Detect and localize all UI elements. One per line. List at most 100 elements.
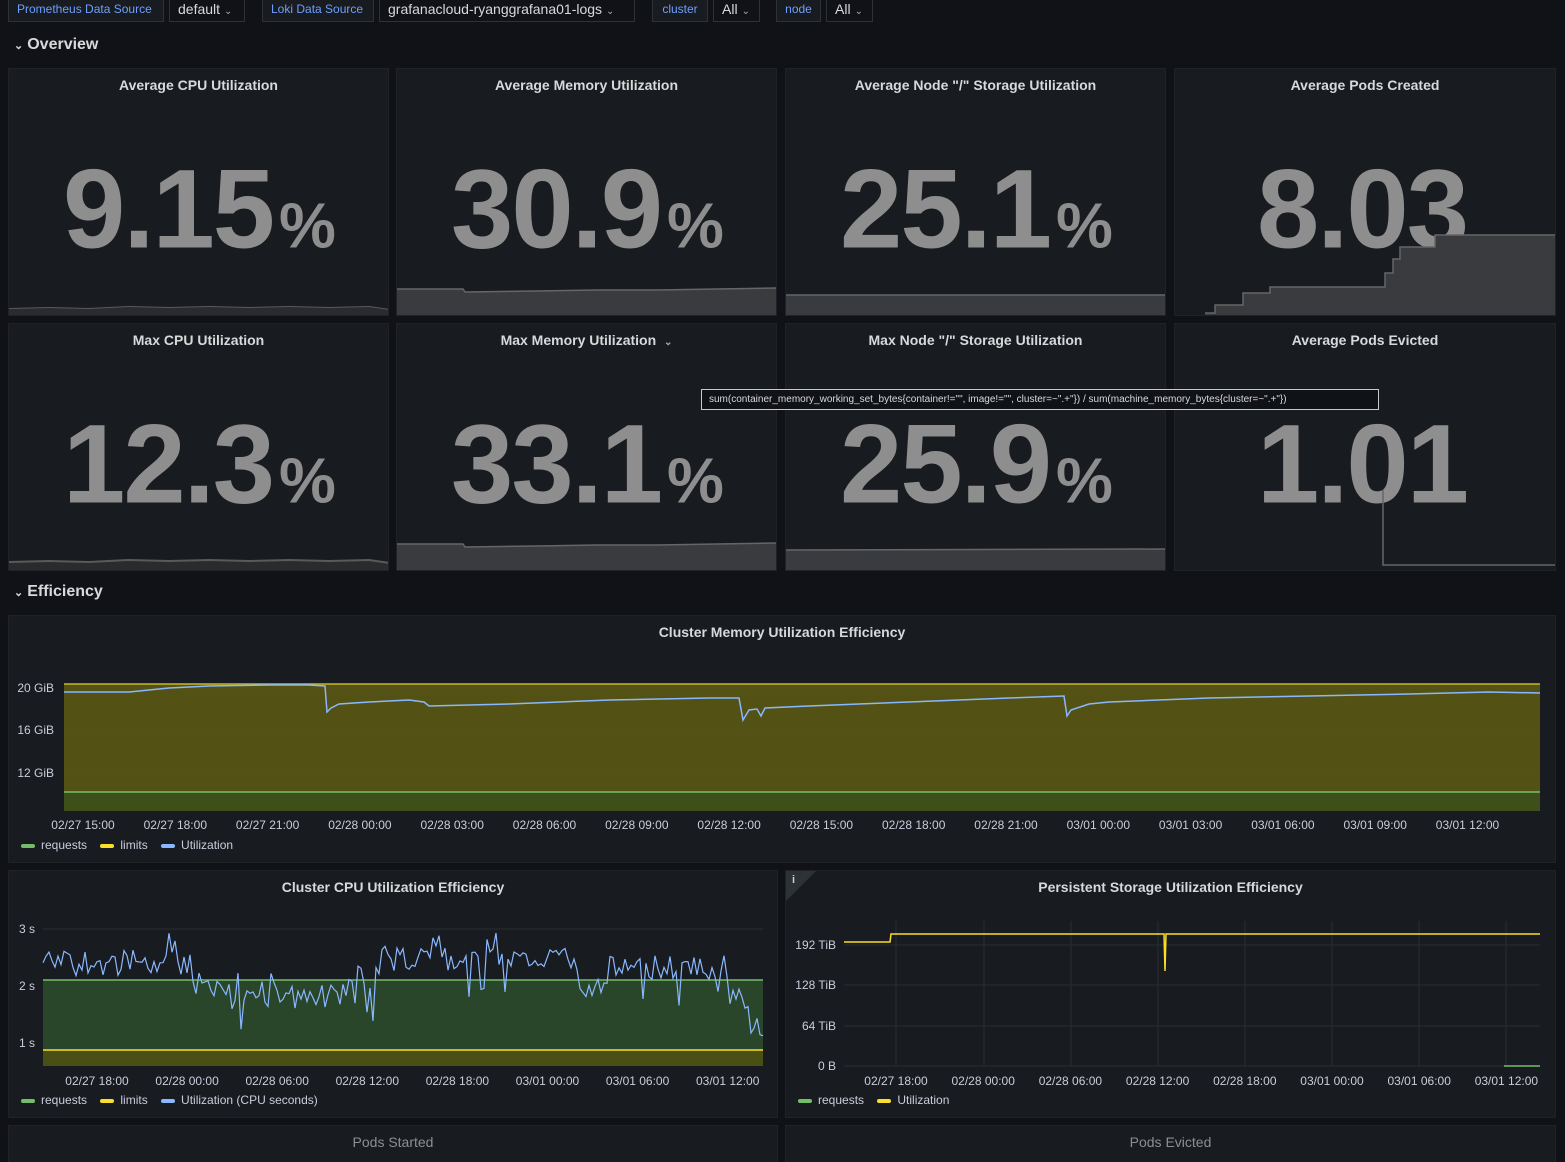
panel-title: Pods Started xyxy=(352,1134,434,1150)
x-tick-label: 03/01 12:00 xyxy=(1436,818,1500,832)
y-tick-label: 2 s xyxy=(19,979,35,993)
cpu-utilization-line xyxy=(42,932,764,1037)
stat-value: 33.1% xyxy=(451,401,724,527)
x-tick-label: 03/01 12:00 xyxy=(696,1074,760,1088)
sparkline xyxy=(786,548,1165,570)
memory-x-ticks: 02/27 15:00 02/27 18:00 02/27 21:00 02/28 0… xyxy=(51,818,1499,832)
memory-chart: 20 GiB 16 GiB 12 GiB 02/27 15:00 02/27 18:0… xyxy=(17,681,1541,832)
chevron-down-icon: ⌄ xyxy=(14,587,24,599)
utilization-line xyxy=(64,684,1541,723)
storage-y-ticks: 192 TiB 128 TiB 64 TiB 0 B xyxy=(795,938,836,1073)
y-tick-label: 192 TiB xyxy=(795,938,836,952)
x-tick-label: 02/28 21:00 xyxy=(974,818,1038,832)
panel-title-text: Max Memory Utilization xyxy=(500,332,657,348)
cluster-variable-value: All xyxy=(722,1,738,17)
cpu-legend: requests limits Utilization (CPU seconds… xyxy=(21,1093,328,1107)
sparkline xyxy=(786,294,1165,315)
y-tick-label: 3 s xyxy=(19,922,35,936)
panel-title: Persistent Storage Utilization Efficienc… xyxy=(1038,879,1303,895)
stat-value: 25.1% xyxy=(840,146,1113,272)
panel-title: Cluster Memory Utilization Efficiency xyxy=(658,624,906,640)
panel-title: Max CPU Utilization xyxy=(132,332,265,348)
x-tick-label: 02/28 00:00 xyxy=(155,1074,219,1088)
stat-value: 25.9% xyxy=(840,401,1113,527)
panel-title[interactable]: Max Memory Utilization ⌄ xyxy=(397,332,776,348)
x-tick-label: 02/28 03:00 xyxy=(420,818,484,832)
x-tick-label: 02/28 00:00 xyxy=(951,1074,1015,1088)
storage-legend: requests Utilization xyxy=(798,1093,959,1107)
legend-item-requests[interactable]: requests xyxy=(798,1093,864,1107)
sparkline xyxy=(1205,234,1555,315)
y-tick-label: 16 GiB xyxy=(17,723,54,737)
query-tooltip: sum(container_memory_working_set_bytes{c… xyxy=(701,389,1379,410)
y-tick-label: 64 TiB xyxy=(802,1019,836,1033)
x-tick-label: 03/01 00:00 xyxy=(1067,818,1131,832)
stat-value: 9.15% xyxy=(63,146,336,272)
prometheus-datasource-select[interactable]: default ⌄ xyxy=(169,0,245,22)
legend-item-limits[interactable]: limits xyxy=(100,838,148,852)
x-tick-label: 02/28 18:00 xyxy=(426,1074,490,1088)
x-tick-label: 02/28 06:00 xyxy=(1039,1074,1103,1088)
legend-item-utilization[interactable]: Utilization xyxy=(161,838,233,852)
prometheus-datasource-value: default xyxy=(178,1,221,17)
stat-panel-avg-pods-created[interactable]: Average Pods Created 8.03 xyxy=(1174,68,1556,316)
x-tick-label: 03/01 00:00 xyxy=(516,1074,580,1088)
panel-cluster-cpu-efficiency[interactable]: Cluster CPU Utilization Efficiency 3 s 2 … xyxy=(8,870,778,1118)
row-efficiency-title: Efficiency xyxy=(27,583,103,600)
stat-panel-max-memory[interactable]: Max Memory Utilization ⌄ 33.1% xyxy=(396,323,777,571)
legend-item-utilization[interactable]: Utilization (CPU seconds) xyxy=(161,1093,318,1107)
loki-datasource-value: grafanacloud-ryanggrafana01-logs xyxy=(388,1,603,17)
storage-chart: 192 TiB 128 TiB 64 TiB 0 B 02/27 18:00 02/28… xyxy=(795,921,1540,1088)
chevron-down-icon: ⌄ xyxy=(854,6,863,17)
panel-title: Average Pods Created xyxy=(1290,77,1440,93)
node-variable-select[interactable]: All ⌄ xyxy=(826,0,873,22)
loki-datasource-select[interactable]: grafanacloud-ryanggrafana01-logs ⌄ xyxy=(379,0,635,22)
x-tick-label: 02/28 12:00 xyxy=(1126,1074,1190,1088)
stat-panel-avg-storage[interactable]: Average Node "/" Storage Utilization 25.… xyxy=(785,68,1166,316)
x-tick-label: 03/01 06:00 xyxy=(1251,818,1315,832)
sparkline xyxy=(9,558,388,570)
cluster-variable-select[interactable]: All ⌄ xyxy=(713,0,760,22)
panel-info-corner[interactable] xyxy=(786,871,816,901)
stat-panel-avg-pods-evicted[interactable]: Average Pods Evicted 1.01 xyxy=(1174,323,1556,571)
legend-item-utilization[interactable]: Utilization xyxy=(877,1093,949,1107)
panel-title: Cluster CPU Utilization Efficiency xyxy=(281,879,505,895)
row-overview-toggle[interactable]: ⌄ Overview xyxy=(14,36,98,54)
y-tick-label: 12 GiB xyxy=(17,766,54,780)
x-tick-label: 02/28 18:00 xyxy=(1213,1074,1277,1088)
legend-item-limits[interactable]: limits xyxy=(100,1093,148,1107)
panel-persistent-storage-efficiency[interactable]: i Persistent Storage Utilization Efficie… xyxy=(785,870,1556,1118)
cpu-chart: 3 s 2 s 1 s 02/27 18:00 02/28 00:00 02/28 06… xyxy=(19,922,764,1088)
x-tick-label: 03/01 09:00 xyxy=(1343,818,1407,832)
stat-panel-max-cpu[interactable]: Max CPU Utilization 12.3% xyxy=(8,323,389,571)
info-icon[interactable]: i xyxy=(792,874,796,886)
chevron-down-icon: ⌄ xyxy=(224,6,233,17)
stat-panel-max-storage[interactable]: Max Node "/" Storage Utilization 25.9% xyxy=(785,323,1166,571)
node-variable-value: All xyxy=(835,1,851,17)
x-tick-label: 03/01 00:00 xyxy=(1300,1074,1364,1088)
chevron-down-icon: ⌄ xyxy=(14,40,24,52)
panel-pods-started[interactable]: Pods Started xyxy=(8,1125,778,1162)
x-tick-label: 02/27 18:00 xyxy=(144,818,208,832)
memory-y-ticks: 20 GiB 16 GiB 12 GiB xyxy=(17,681,54,780)
legend-item-requests[interactable]: requests xyxy=(21,1093,87,1107)
row-efficiency-toggle[interactable]: ⌄ Efficiency xyxy=(14,583,103,601)
panel-cluster-memory-efficiency[interactable]: Cluster Memory Utilization Efficiency 20… xyxy=(8,615,1556,863)
requests-area xyxy=(64,792,1540,811)
y-tick-label: 20 GiB xyxy=(17,681,54,695)
sparkline xyxy=(1382,490,1555,566)
panel-pods-evicted[interactable]: Pods Evicted xyxy=(785,1125,1556,1162)
panel-title: Average Pods Evicted xyxy=(1291,332,1439,348)
loki-datasource-label: Loki Data Source xyxy=(262,0,374,22)
stat-panel-avg-cpu[interactable]: Average CPU Utilization 9.15% xyxy=(8,68,389,316)
legend-item-requests[interactable]: requests xyxy=(21,838,87,852)
storage-utilization-line xyxy=(844,933,1540,972)
chevron-down-icon: ⌄ xyxy=(664,337,673,348)
x-tick-label: 02/27 18:00 xyxy=(864,1074,928,1088)
x-tick-label: 02/28 09:00 xyxy=(605,818,669,832)
chevron-down-icon: ⌄ xyxy=(741,6,750,17)
y-tick-label: 128 TiB xyxy=(795,978,836,992)
stat-panel-avg-memory[interactable]: Average Memory Utilization 30.9% xyxy=(396,68,777,316)
panel-title: Average Memory Utilization xyxy=(494,77,679,93)
cpu-x-ticks: 02/27 18:00 02/28 00:00 02/28 06:00 02/28 1… xyxy=(65,1074,759,1088)
